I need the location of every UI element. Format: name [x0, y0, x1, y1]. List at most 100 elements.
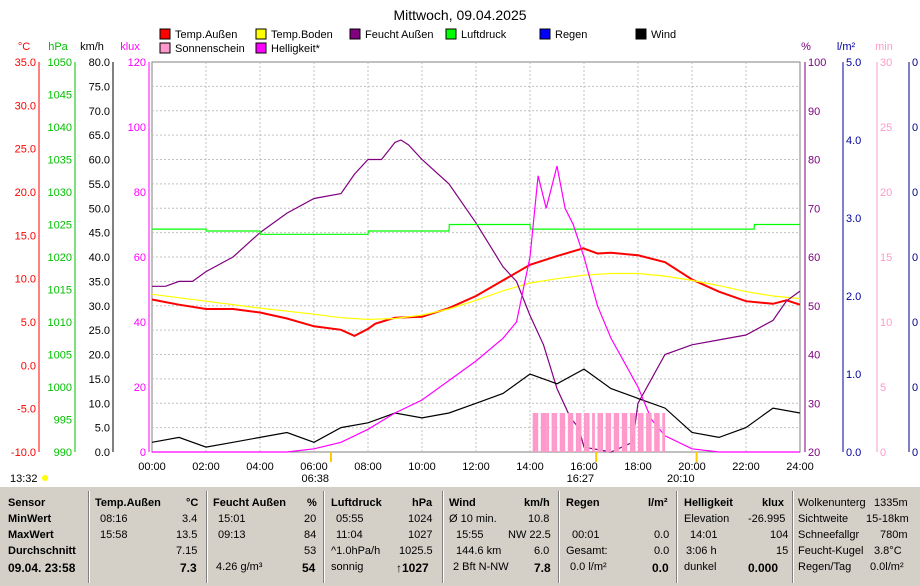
legend-label: Regen — [555, 29, 587, 41]
legend-swatch — [159, 42, 171, 54]
left-tick-label: 40.0 — [89, 252, 110, 264]
legend-label: Temp.Boden — [271, 29, 333, 41]
legend-swatch — [539, 28, 551, 40]
left-tick-label: 65.0 — [89, 130, 110, 142]
luft-avg-label: ^1.0hPa/h — [331, 545, 381, 557]
sunshine-bar — [554, 413, 558, 452]
right-tick-label: 3.0 — [846, 213, 861, 225]
left-tick-label: 15.0 — [89, 374, 110, 386]
sunshine-bar — [621, 413, 625, 452]
feucht-avg: 53 — [304, 545, 317, 557]
legend-label: Feucht Außen — [365, 29, 434, 41]
sunshine-bar — [605, 413, 609, 452]
sunshine-bar — [638, 413, 641, 452]
left-tick-label: 60.0 — [89, 155, 110, 167]
wolken-0-label: Wolkenunterg — [798, 497, 866, 509]
hell-r4-label: dunkel — [684, 561, 717, 573]
right-tick-label: 0 — [880, 447, 886, 459]
time-markers: 13:32 06:38 16:27 20:10 — [10, 452, 698, 485]
right-tick-label: 90 — [808, 106, 820, 118]
regen-unit: l/m² — [648, 497, 668, 509]
hell-r1-label: Elevation — [684, 513, 730, 525]
right-tick-label: 0 — [912, 187, 918, 199]
x-tick-label: 16:00 — [570, 461, 598, 473]
right-tick-label: 40 — [808, 350, 820, 362]
series-line-tempboden — [151, 272, 801, 321]
sunshine-bar — [592, 413, 595, 452]
left-tick-label: 1020 — [48, 252, 72, 264]
sunshine-bar — [629, 413, 633, 452]
series-line-luftdruck — [152, 223, 800, 235]
hell-r1-val: -26.995 — [748, 513, 786, 525]
left-tick-label: 1045 — [48, 90, 72, 102]
sunshine-bar — [578, 413, 582, 452]
right-tick-label: 0 — [912, 382, 918, 394]
temp-unit: °C — [186, 497, 199, 509]
hell-unit: klux — [762, 497, 785, 509]
chart-legend: Temp.Außen Temp.Boden Feucht Außen Luftdruc… — [159, 28, 676, 55]
luft-current: ↑1027 — [396, 561, 429, 575]
x-tick-label: 20:00 — [678, 461, 706, 473]
wolken-2-label: Schneefallgr — [798, 529, 860, 541]
axis-unit-label: min — [875, 41, 893, 53]
luft-extra: sonnig — [331, 561, 364, 573]
left-tick-label: 1025 — [48, 220, 72, 232]
left-tick-label: 15.0 — [15, 230, 36, 242]
temp-max-time: 15:58 — [100, 529, 128, 541]
weather-chart: Mittwoch, 09.04.2025 Temp.Außen Temp.Bode… — [10, 7, 918, 485]
right-tick-label: 80 — [808, 155, 820, 167]
wolken-2-value: 780m — [880, 529, 908, 541]
left-tick-label: 60 — [134, 252, 146, 264]
luft-unit: hPa — [412, 497, 433, 509]
x-tick-label: 08:00 — [354, 461, 382, 473]
temp-current: 7.3 — [180, 561, 197, 575]
chart-title: Mittwoch, 09.04.2025 — [393, 7, 526, 23]
right-tick-label: 30 — [880, 57, 892, 69]
feucht-unit: % — [307, 497, 317, 509]
left-tick-label: 80 — [134, 187, 146, 199]
wolken-3-label: Feucht-Kugel — [798, 545, 864, 557]
sunshine-bar — [567, 413, 571, 452]
legend-swatch — [349, 28, 361, 40]
row-label-sensor: Sensor — [8, 497, 46, 509]
left-tick-label: 1040 — [48, 122, 72, 134]
left-tick-label: 1000 — [48, 382, 72, 394]
x-tick-label: 04:00 — [246, 461, 274, 473]
sunshine-bar — [640, 413, 644, 452]
left-axis-ticks: 35.0 30.0 25.0 20.0 15.0 10.0 5.0 0.0 -5.0 -10.0 1… — [11, 57, 150, 459]
marker-label: 20:10 — [667, 473, 695, 485]
sunshine-bar — [646, 413, 649, 452]
row-label-current: 09.04. 23:58 — [8, 561, 76, 575]
axis-unit-label: klux — [120, 41, 140, 53]
left-tick-label: 70.0 — [89, 106, 110, 118]
row-label-min: MinWert — [8, 513, 52, 525]
left-tick-label: 50.0 — [89, 203, 110, 215]
right-tick-label: 0 — [912, 317, 918, 329]
left-tick-label: 10.0 — [15, 274, 36, 286]
sunshine-bar — [586, 413, 590, 452]
x-tick-label: 24:00 — [786, 461, 814, 473]
left-tick-label: 990 — [54, 447, 72, 459]
series-lines — [151, 139, 801, 453]
row-label-avg: Durchschnitt — [8, 545, 76, 557]
x-tick-label: 10:00 — [408, 461, 436, 473]
x-tick-label: 06:00 — [300, 461, 328, 473]
temp-header: Temp.Außen — [95, 497, 161, 509]
legend-label: Wind — [651, 29, 676, 41]
luft-header: Luftdruck — [331, 497, 382, 509]
left-tick-label: 1010 — [48, 317, 72, 329]
left-tick-label: 20.0 — [89, 350, 110, 362]
left-tick-label: 20.0 — [15, 187, 36, 199]
wind-r3-label: 144.6 km — [456, 545, 502, 557]
feucht-current: 54 — [302, 561, 316, 575]
right-tick-label: 25 — [880, 122, 892, 134]
right-tick-label: 0.0 — [846, 447, 861, 459]
left-tick-label: 0.0 — [21, 360, 36, 372]
wind-r2-dir: NW 22.5 — [508, 529, 551, 541]
luft-min-val: 1024 — [408, 513, 433, 525]
x-tick-label: 00:00 — [138, 461, 166, 473]
marker-label: 06:38 — [301, 473, 329, 485]
left-tick-label: 35.0 — [89, 276, 110, 288]
legend-label: Sonnenschein — [175, 43, 245, 55]
luft-avg: 1025.5 — [399, 545, 433, 557]
